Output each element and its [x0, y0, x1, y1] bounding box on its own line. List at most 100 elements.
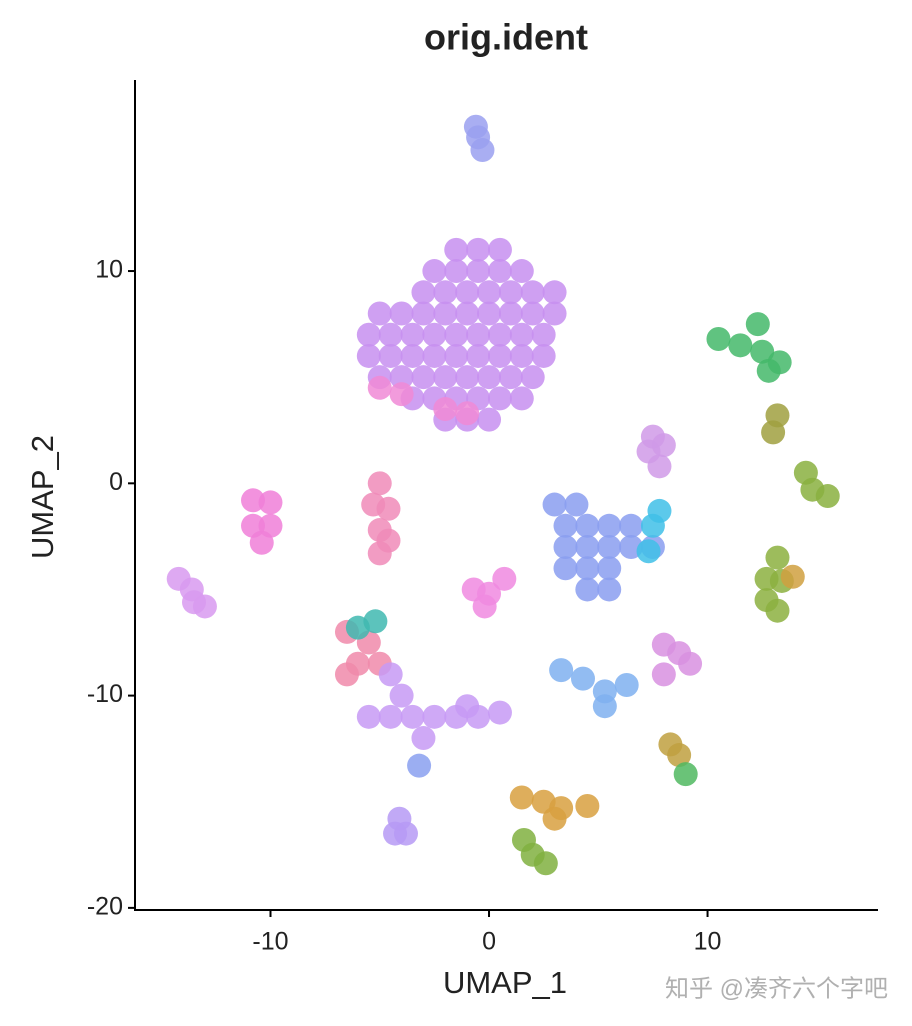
- point: [487, 700, 512, 725]
- point: [592, 694, 617, 719]
- point: [400, 343, 425, 368]
- point: [422, 343, 447, 368]
- point: [477, 280, 502, 305]
- point: [509, 386, 534, 411]
- point: [383, 821, 408, 846]
- point: [487, 259, 512, 284]
- point: [597, 535, 622, 560]
- point: [378, 704, 403, 729]
- point: [533, 851, 558, 876]
- point: [433, 365, 458, 390]
- point: [520, 280, 545, 305]
- point: [444, 259, 469, 284]
- point: [750, 339, 775, 364]
- point: [597, 577, 622, 602]
- point: [411, 726, 436, 751]
- point: [470, 138, 495, 163]
- point: [658, 732, 683, 757]
- point: [455, 301, 480, 326]
- point: [487, 322, 512, 347]
- point: [509, 322, 534, 347]
- chart-title: orig.ident: [424, 17, 588, 58]
- point: [756, 358, 781, 383]
- point: [367, 541, 392, 566]
- point: [647, 454, 672, 479]
- point: [542, 301, 567, 326]
- point: [472, 594, 497, 619]
- point: [400, 322, 425, 347]
- point: [765, 545, 790, 570]
- point: [455, 280, 480, 305]
- point: [433, 397, 458, 422]
- point: [389, 683, 414, 708]
- point: [647, 498, 672, 523]
- point: [575, 513, 600, 538]
- point: [614, 672, 639, 697]
- point: [651, 662, 676, 687]
- point: [542, 806, 567, 831]
- point: [477, 407, 502, 432]
- point: [356, 704, 381, 729]
- point: [492, 566, 517, 591]
- point: [678, 651, 703, 676]
- point: [542, 492, 567, 517]
- point: [487, 343, 512, 368]
- point: [553, 556, 578, 581]
- point: [575, 577, 600, 602]
- point: [498, 301, 523, 326]
- point: [509, 343, 534, 368]
- point: [444, 237, 469, 262]
- point: [363, 609, 388, 634]
- point: [334, 662, 359, 687]
- point: [564, 492, 589, 517]
- point: [765, 598, 790, 623]
- x-tick-label: 10: [694, 928, 722, 956]
- point: [367, 301, 392, 326]
- point: [249, 530, 274, 555]
- point: [531, 322, 556, 347]
- point: [356, 343, 381, 368]
- point: [433, 280, 458, 305]
- point: [575, 556, 600, 581]
- point: [619, 513, 644, 538]
- point: [466, 237, 491, 262]
- y-tick-label: 10: [95, 256, 123, 284]
- point: [411, 365, 436, 390]
- point: [422, 259, 447, 284]
- point: [542, 280, 567, 305]
- point: [575, 535, 600, 560]
- point: [422, 322, 447, 347]
- point: [520, 301, 545, 326]
- y-axis-label: UMAP_2: [25, 435, 60, 559]
- point: [597, 556, 622, 581]
- point: [780, 564, 805, 589]
- x-axis-label: UMAP_1: [443, 965, 567, 1000]
- point: [549, 658, 574, 683]
- point: [498, 280, 523, 305]
- point: [466, 343, 491, 368]
- x-tick-label: 0: [482, 928, 496, 956]
- point: [575, 793, 600, 818]
- point: [182, 590, 207, 615]
- x-tick-label: -10: [252, 928, 288, 956]
- point: [553, 513, 578, 538]
- point: [378, 662, 403, 687]
- point: [389, 382, 414, 407]
- point: [531, 343, 556, 368]
- point: [389, 301, 414, 326]
- point: [793, 460, 818, 485]
- point: [487, 386, 512, 411]
- point: [466, 322, 491, 347]
- point: [597, 513, 622, 538]
- point: [411, 301, 436, 326]
- point: [553, 535, 578, 560]
- point: [258, 490, 283, 515]
- point: [407, 753, 432, 778]
- point: [745, 312, 770, 337]
- point: [651, 433, 676, 458]
- points: [166, 114, 840, 876]
- y-tick-label: -20: [87, 892, 123, 920]
- point: [509, 259, 534, 284]
- point: [422, 704, 447, 729]
